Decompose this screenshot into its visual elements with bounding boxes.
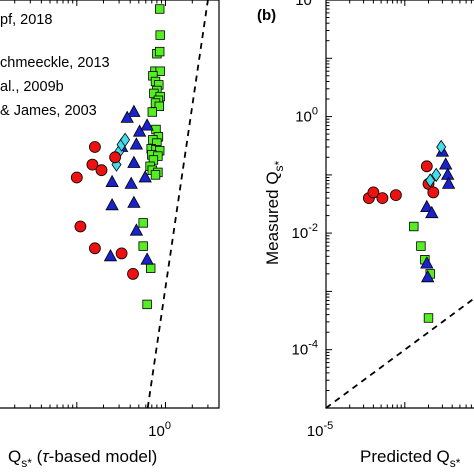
circle-point bbox=[367, 186, 380, 199]
y-tick-label: 100 bbox=[295, 106, 318, 126]
panel-b-points bbox=[362, 139, 456, 323]
triangle-point bbox=[103, 248, 118, 262]
diamond-point bbox=[425, 173, 436, 188]
triangle-point bbox=[420, 256, 434, 269]
triangle-point bbox=[127, 195, 141, 208]
square-point bbox=[154, 4, 165, 14]
y-tick-label: 10-4 bbox=[292, 339, 318, 359]
square-point bbox=[423, 313, 434, 323]
circle-point bbox=[127, 267, 139, 280]
triangle-point bbox=[420, 199, 434, 213]
triangle-point bbox=[425, 205, 439, 219]
square-point bbox=[138, 218, 148, 228]
panel-b-y-axis-label: Measured Qs* bbox=[263, 160, 286, 265]
reference-line bbox=[325, 297, 474, 409]
panel-b-x-axis-label: Predicted Qs* bbox=[360, 447, 461, 470]
panel-b-label: (b) bbox=[257, 7, 276, 24]
legend-entry: chmeeckle, 2013 bbox=[0, 55, 110, 71]
triangle-point bbox=[120, 110, 134, 123]
square-point bbox=[145, 263, 156, 273]
square-point bbox=[416, 241, 426, 251]
circle-point bbox=[95, 164, 108, 177]
legend-entry: & James, 2003 bbox=[0, 103, 97, 119]
triangle-point bbox=[105, 197, 119, 211]
triangle-point bbox=[140, 118, 154, 131]
x-tick-label: 10-5 bbox=[307, 420, 333, 440]
circle-point bbox=[115, 247, 128, 260]
triangle-point bbox=[421, 269, 435, 283]
panel-b-ticks: 102 100 10-2 10-4 10-5 bbox=[292, 0, 472, 440]
square-point bbox=[142, 299, 152, 310]
triangle-point bbox=[127, 104, 141, 117]
panel-a-frame bbox=[0, 0, 220, 409]
square-point bbox=[147, 107, 158, 117]
panel-a-ticks: 100 bbox=[14, 0, 220, 440]
y-tick-label: 102 bbox=[295, 0, 318, 9]
square-point bbox=[138, 241, 148, 251]
square-point bbox=[155, 30, 165, 40]
circle-point bbox=[70, 171, 83, 184]
panel-b-frame bbox=[325, 0, 474, 409]
diamond-point bbox=[120, 132, 131, 148]
legend-entry: pf, 2018 bbox=[0, 12, 52, 28]
triangle-point bbox=[129, 137, 144, 150]
circle-point bbox=[89, 242, 101, 255]
square-point bbox=[150, 170, 161, 180]
circle-point bbox=[89, 141, 101, 153]
square-point bbox=[409, 221, 419, 232]
panel-a: 100 pf, 2018 chmeeckle, 2013 al., 2009b & J… bbox=[0, 0, 220, 470]
circle-point bbox=[74, 220, 87, 233]
circle-point bbox=[389, 189, 402, 202]
diamond-point bbox=[431, 167, 442, 183]
triangle-point bbox=[132, 124, 147, 137]
circle-point bbox=[420, 160, 433, 173]
square-point bbox=[154, 46, 165, 57]
circle-point bbox=[109, 151, 121, 164]
triangle-point bbox=[127, 155, 141, 168]
triangle-point bbox=[105, 174, 119, 188]
legend-entry: al., 2009b bbox=[0, 79, 64, 95]
triangle-point bbox=[140, 252, 154, 265]
panel-a-legend: pf, 2018 chmeeckle, 2013 al., 2009b & James… bbox=[0, 12, 110, 119]
panel-b: 102 100 10-2 10-4 10-5 (b) Measured Qs* Pred… bbox=[257, 0, 474, 470]
panel-a-x-axis-label: Qs* (τ-based model) bbox=[8, 447, 157, 470]
x-tick-label: 100 bbox=[148, 420, 171, 440]
circle-point bbox=[376, 192, 389, 205]
triangle-point bbox=[439, 157, 453, 170]
triangle-point bbox=[441, 176, 456, 189]
panel-a-points bbox=[70, 4, 165, 310]
panel-b-reference-line bbox=[325, 297, 474, 409]
triangle-point bbox=[441, 167, 455, 180]
triangle-point bbox=[138, 170, 152, 183]
y-tick-label: 10-2 bbox=[292, 222, 318, 242]
triangle-point bbox=[129, 223, 144, 236]
diamond-point bbox=[436, 139, 447, 155]
panel-a-reference-line bbox=[146, 0, 209, 409]
square-point bbox=[154, 101, 165, 112]
reference-line bbox=[146, 0, 209, 409]
circle-point bbox=[86, 158, 99, 171]
circle-point bbox=[427, 186, 440, 199]
triangle-point bbox=[124, 176, 138, 189]
